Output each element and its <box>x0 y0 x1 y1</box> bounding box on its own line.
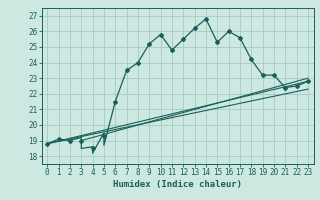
X-axis label: Humidex (Indice chaleur): Humidex (Indice chaleur) <box>113 180 242 189</box>
